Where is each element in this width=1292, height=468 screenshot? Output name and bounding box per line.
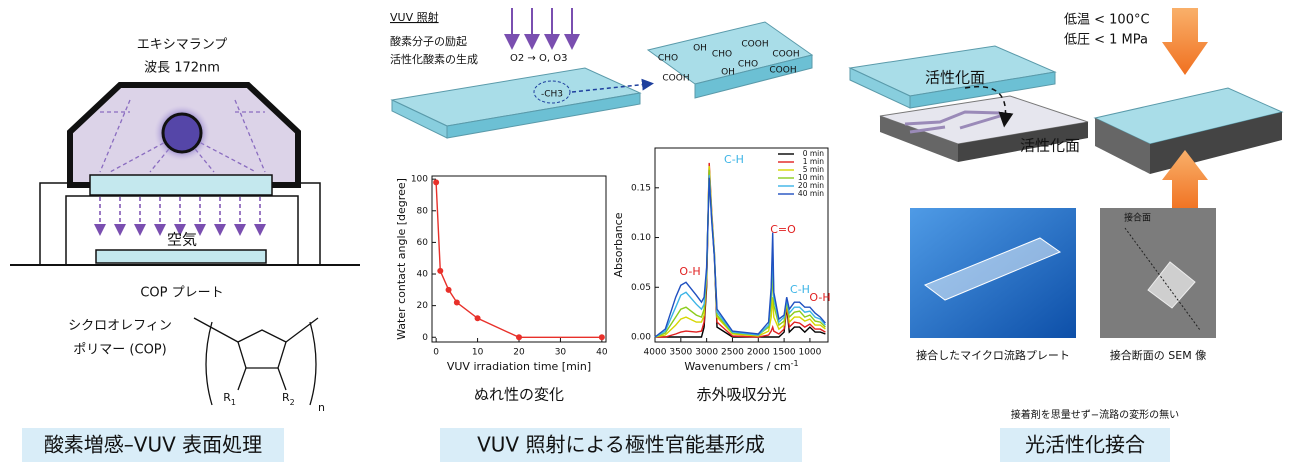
group-label: COOH: [769, 66, 796, 76]
x-tick-label: 1500: [773, 348, 796, 358]
y-tick-label: 20: [417, 301, 429, 311]
y-axis-label: Absorbance: [612, 212, 625, 277]
point: [516, 334, 522, 340]
annotation: C-H: [790, 283, 810, 296]
lamp-bulb: [163, 114, 201, 152]
series-line: [655, 175, 825, 337]
vuv-label: VUV 照射: [390, 10, 439, 24]
point: [446, 287, 452, 293]
legend-label: 40 min: [798, 189, 824, 198]
r1: R1: [223, 391, 236, 407]
step-text: 酸素分子の励起: [390, 34, 467, 48]
y-tick-label: 60: [417, 238, 429, 248]
x-tick-label: 10: [472, 348, 484, 358]
point: [475, 315, 481, 321]
chart-caption: 赤外吸収分光: [696, 386, 786, 404]
x-tick-label: 0: [433, 348, 439, 358]
step-text: 活性化酸素の生成: [390, 52, 478, 66]
x-tick-label: 4000: [644, 348, 667, 358]
point: [433, 179, 439, 185]
sem-label: 接合面: [1124, 212, 1151, 224]
y-tick-label: 0.10: [631, 233, 651, 243]
caption: 光活性化接合: [1025, 433, 1145, 457]
photo-caption: 接合したマイクロ流路プレート: [916, 349, 1070, 362]
annotation: O-H: [809, 291, 830, 304]
r1-sub: 1: [231, 398, 236, 407]
figure: エキシマランプ 波長 172nm 空気 COP プレート シクロオレフィン ポリ…: [0, 0, 1292, 468]
x-tick-label: 40: [596, 348, 608, 358]
group-label: CHO: [712, 50, 732, 60]
chart-caption: ぬれ性の変化: [474, 386, 564, 404]
note: 接着剤を思量せず−流路の変形の無い: [1011, 408, 1179, 421]
y-tick-label: 80: [417, 206, 429, 216]
x-tick-label: 20: [513, 348, 525, 358]
plate-label: COP プレート: [140, 286, 223, 301]
series-line: [436, 182, 602, 337]
x-tick-label: 2000: [747, 348, 770, 358]
x-axis-label: Wavenumbers / cm-1: [684, 359, 798, 374]
y-tick-label: 100: [411, 175, 428, 185]
y-tick-label: 0.00: [631, 333, 651, 343]
window: [90, 175, 272, 195]
caption: 酸素増感–VUV 表面処理: [44, 433, 262, 457]
x-tick-label: 1000: [798, 348, 821, 358]
group-label: OH: [721, 68, 735, 78]
point: [454, 299, 460, 305]
repeat-n: n: [318, 401, 325, 414]
group-label: CHO: [658, 54, 678, 64]
x-tick-label: 3000: [695, 348, 718, 358]
sem-photo: [1100, 208, 1216, 338]
group-label: COOH: [772, 50, 799, 60]
surface-label: 活性化面: [925, 69, 985, 87]
group-label: CHO: [738, 60, 758, 70]
group-label: COOH: [741, 40, 768, 50]
lamp-label: エキシマランプ: [137, 38, 228, 53]
caption: VUV 照射による極性官能基形成: [477, 433, 765, 457]
x-axis-label-sup: -1: [791, 359, 799, 368]
polymer-label: シクロオレフィン: [68, 319, 172, 334]
series-line: [655, 178, 825, 337]
x-tick-label: 3500: [669, 348, 692, 358]
bonding-panel: 低温 < 100°C 低圧 < 1 MPa 活性化面 活性化面 接合面 接合した…: [850, 8, 1282, 462]
r2-sub: 2: [290, 398, 295, 407]
polymer-label: ポリマー (COP): [73, 343, 166, 358]
y-tick-label: 0: [422, 333, 428, 343]
x-tick-label: 2500: [721, 348, 744, 358]
sem-caption: 接合断面の SEM 像: [1110, 349, 1206, 362]
cop-plate: [96, 250, 266, 263]
methyl: -CH3: [541, 90, 563, 100]
x-axis-label-text: Wavenumbers / cm: [684, 360, 790, 373]
y-axis-label: Water contact angle [degree]: [395, 178, 408, 340]
plot-frame: [432, 176, 606, 342]
excimer-panel: エキシマランプ 波長 172nm 空気 COP プレート シクロオレフィン ポリ…: [10, 38, 360, 463]
annotation: O-H: [679, 265, 700, 278]
air-label: 空気: [167, 231, 197, 249]
y-tick-label: 0.05: [631, 283, 651, 293]
cop-structure: [194, 318, 318, 405]
surface-label: 活性化面: [1020, 137, 1080, 155]
reaction: O2 → O, O3: [510, 53, 567, 64]
x-axis-label: VUV irradiation time [min]: [447, 360, 591, 373]
y-tick-label: 0.15: [631, 183, 651, 193]
condition: 低温 < 100°C: [1064, 13, 1150, 28]
r2: R2: [282, 391, 295, 407]
press-arrow: [1162, 8, 1208, 75]
vuv-arrows: [512, 8, 572, 42]
group-label: OH: [693, 44, 707, 54]
x-tick-label: 30: [555, 348, 567, 358]
condition: 低圧 < 1 MPa: [1064, 33, 1148, 48]
group-label: COOH: [662, 74, 689, 84]
annotation: C=O: [770, 223, 796, 236]
point: [437, 268, 443, 274]
point: [599, 334, 605, 340]
y-tick-label: 40: [417, 270, 429, 280]
annotation: C-H: [724, 153, 744, 166]
wavelength-label: 波長 172nm: [144, 61, 220, 76]
